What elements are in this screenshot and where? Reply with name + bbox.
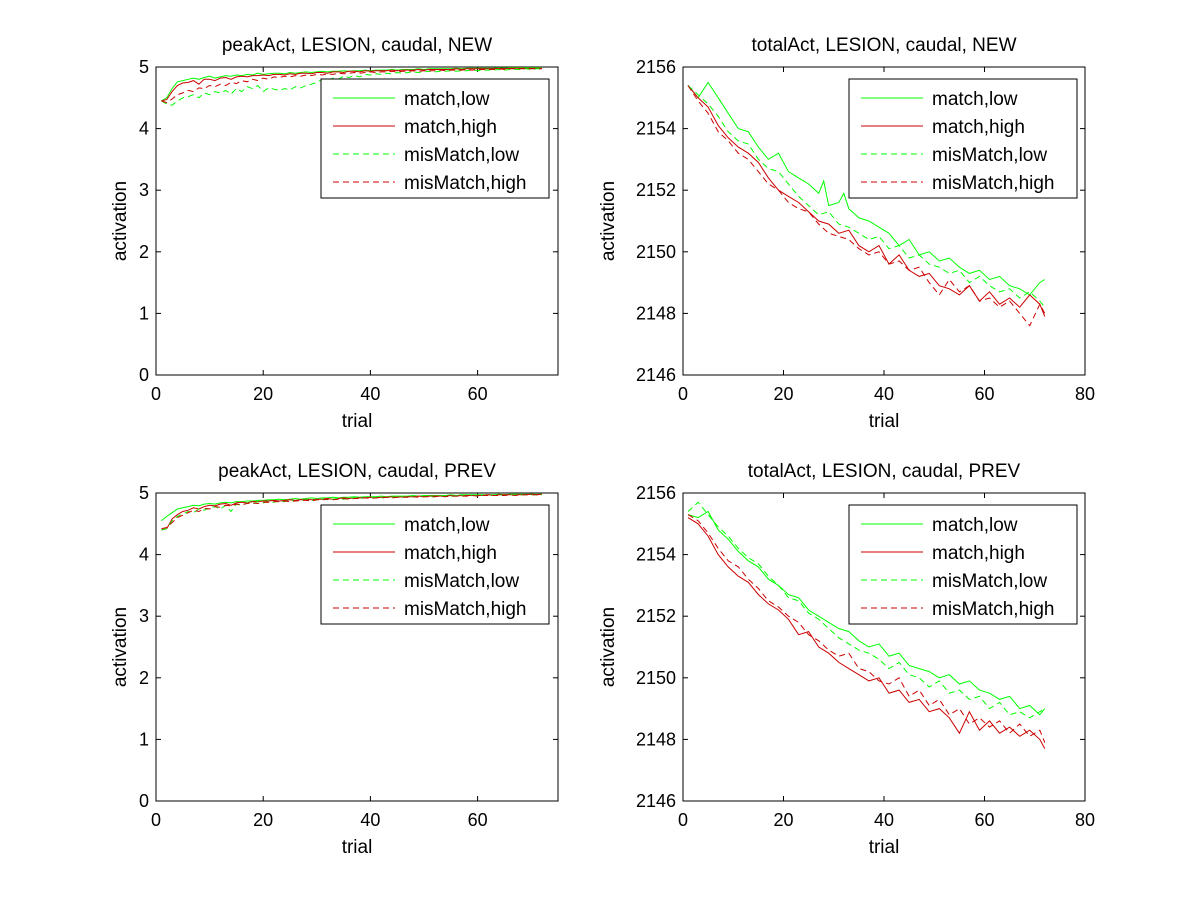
chart-2-legend-label-mismatch-high: misMatch,high [932, 173, 1055, 194]
chart-4-legend-box [848, 504, 1078, 625]
chart-2-series-mismatch-low [687, 85, 1046, 308]
chart-4-y-axis-label: activation [598, 607, 619, 687]
chart-1-y-tick-label: 5 [139, 57, 149, 77]
chart-2-y-tick-label: 2154 [636, 119, 676, 139]
chart-1-legend-label-match-high: match,high [404, 117, 497, 138]
chart-2-title: totalAct, LESION, caudal, NEW [751, 35, 1016, 56]
chart-2-legend-label-match-low: match,low [932, 89, 1018, 110]
chart-4-title: totalAct, LESION, caudal, PREV [748, 461, 1021, 482]
chart-2-x-tick-label: 40 [874, 384, 894, 404]
chart-3-y-tick-label: 4 [139, 545, 149, 565]
chart-2-x-tick-label: 80 [1075, 384, 1095, 404]
chart-2-x-tick-label: 0 [678, 384, 688, 404]
chart-2-legend-label-mismatch-low: misMatch,low [932, 145, 1047, 166]
chart-2-series-mismatch-high [687, 85, 1046, 327]
chart-1-x-tick-label: 60 [468, 384, 488, 404]
chart-3-legend: match,low match,high misMatch,low misMatch,… [320, 504, 550, 625]
chart-3-series-match-high [161, 493, 542, 531]
chart-1-y-tick-label: 4 [139, 119, 149, 139]
chart-2-legend: match,low match,high misMatch,low misMatch,… [848, 78, 1078, 199]
chart-2-y-tick-label: 2146 [636, 365, 676, 385]
chart-3-y-tick-label: 0 [139, 791, 149, 811]
chart-4-x-tick-label: 0 [678, 810, 688, 830]
chart-1-series-mismatch-high [161, 68, 542, 104]
chart-4-legend: match,low match,high misMatch,low misMatch,… [848, 504, 1078, 625]
chart-1-legend-label-mismatch-high: misMatch,high [404, 173, 527, 194]
chart-1: peakAct, LESION, caudal, NEW 0 20 40 60 0 1 2 3 4… [110, 35, 559, 432]
chart-4-legend-label-mismatch-low: misMatch,low [932, 571, 1047, 592]
chart-3-x-tick-label: 0 [151, 810, 161, 830]
chart-4-series-match-low [687, 510, 1046, 716]
chart-1-x-tick-label: 20 [253, 384, 273, 404]
chart-4-legend-label-mismatch-high: misMatch,high [932, 599, 1055, 620]
chart-4-x-tick-label: 80 [1075, 810, 1095, 830]
chart-3-y-tick-label: 5 [139, 483, 149, 503]
chart-1-legend-label-match-low: match,low [404, 89, 490, 110]
chart-4-y-tick-label: 2152 [636, 606, 676, 626]
chart-2-x-axis-label: trial [869, 411, 900, 432]
chart-3-x-tick-label: 20 [253, 810, 273, 830]
chart-4: totalAct, LESION, caudal, PREV 0 20 40 60 80 2… [598, 461, 1095, 858]
chart-1-y-axis-label: activation [110, 181, 131, 261]
chart-3-legend-label-mismatch-high: misMatch,high [404, 599, 527, 620]
chart-4-x-tick-label: 40 [874, 810, 894, 830]
chart-3-y-axis-label: activation [110, 607, 131, 687]
chart-2-y-axis-label: activation [598, 181, 619, 261]
chart-1-y-tick-label: 2 [139, 242, 149, 262]
chart-4-x-tick-label: 20 [773, 810, 793, 830]
chart-1-x-tick-label: 0 [151, 384, 161, 404]
chart-3-series-mismatch-high [161, 494, 542, 530]
chart-4-y-tick-label: 2154 [636, 545, 676, 565]
chart-3-x-axis-label: trial [342, 837, 373, 858]
chart-1-title: peakAct, LESION, caudal, NEW [222, 35, 492, 56]
chart-3-y-tick-label: 2 [139, 668, 149, 688]
chart-4-x-axis-label: trial [869, 837, 900, 858]
chart-4-legend-label-match-low: match,low [932, 515, 1018, 536]
chart-3-title: peakAct, LESION, caudal, PREV [218, 461, 496, 482]
chart-4-y-tick-label: 2150 [636, 668, 676, 688]
chart-2-y-tick-label: 2148 [636, 303, 676, 323]
chart-3-x-tick-label: 40 [360, 810, 380, 830]
chart-2-x-tick-label: 60 [974, 384, 994, 404]
chart-4-series-mismatch-high [687, 514, 1046, 743]
chart-1-x-axis-label: trial [342, 411, 373, 432]
chart-2-x-tick-label: 20 [773, 384, 793, 404]
chart-3-legend-label-match-high: match,high [404, 543, 497, 564]
chart-3-legend-label-match-low: match,low [404, 515, 490, 536]
chart-1-y-tick-label: 1 [139, 303, 149, 323]
chart-3-legend-label-mismatch-low: misMatch,low [404, 571, 519, 592]
chart-1-y-tick-label: 0 [139, 365, 149, 385]
chart-4-x-tick-label: 60 [974, 810, 994, 830]
chart-1-legend-label-mismatch-low: misMatch,low [404, 145, 519, 166]
chart-2-y-tick-label: 2150 [636, 242, 676, 262]
chart-4-series-match-high [687, 517, 1046, 749]
chart-2-y-tick-label: 2156 [636, 57, 676, 77]
chart-3-x-tick-label: 60 [468, 810, 488, 830]
chart-4-y-tick-label: 2156 [636, 483, 676, 503]
chart-1-y-tick-label: 3 [139, 180, 149, 200]
chart-2: totalAct, LESION, caudal, NEW 0 20 40 60 80 21… [598, 35, 1095, 432]
chart-1-series-match-high [161, 67, 542, 102]
chart-4-legend-label-match-high: match,high [932, 543, 1025, 564]
chart-4-y-tick-label: 2146 [636, 791, 676, 811]
chart-3: peakAct, LESION, caudal, PREV 0 20 40 60 0 1 2 3… [110, 461, 559, 858]
chart-3-legend-box [320, 504, 550, 625]
chart-1-x-tick-label: 40 [360, 384, 380, 404]
chart-3-series-match-low [161, 493, 542, 522]
chart-1-legend: match,low match,high misMatch,low misMatch,… [320, 78, 550, 199]
chart-4-series-mismatch-low [687, 501, 1046, 719]
chart-4-y-tick-label: 2148 [636, 729, 676, 749]
chart-2-series-match-low [687, 81, 1046, 296]
chart-1-series-mismatch-low [161, 68, 542, 106]
chart-2-y-tick-label: 2152 [636, 180, 676, 200]
chart-2-series-match-high [687, 85, 1046, 317]
chart-3-y-tick-label: 3 [139, 606, 149, 626]
chart-3-y-tick-label: 1 [139, 729, 149, 749]
chart-2-legend-box [848, 78, 1078, 199]
chart-1-legend-box [320, 78, 550, 199]
chart-2-legend-label-match-high: match,high [932, 117, 1025, 138]
